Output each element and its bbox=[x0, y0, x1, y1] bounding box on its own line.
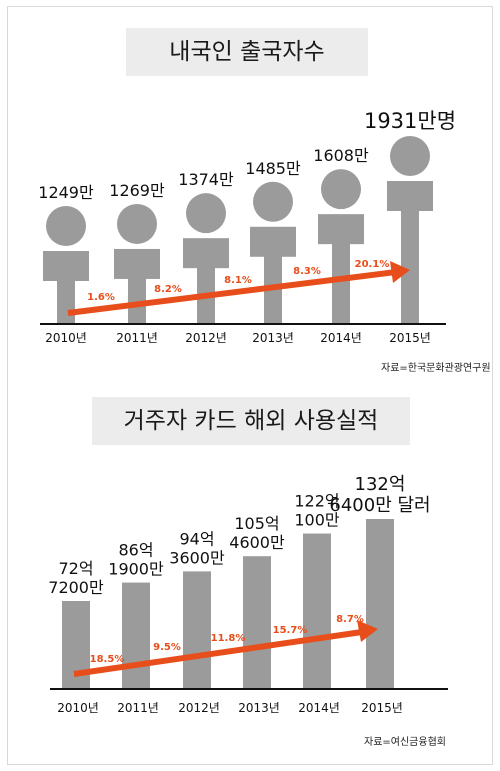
value-label: 86억 bbox=[118, 541, 153, 560]
bar bbox=[303, 533, 331, 689]
chart2-title: 거주자 카드 해외 사용실적 bbox=[92, 397, 410, 445]
value-label: 1374만 bbox=[178, 170, 234, 189]
x-tick-label: 2015년 bbox=[361, 701, 403, 715]
person-head bbox=[390, 136, 430, 176]
x-tick-label: 2012년 bbox=[185, 331, 227, 345]
growth-arrowhead bbox=[357, 620, 378, 642]
chart1-source: 자료=한국문화관광연구원 bbox=[381, 363, 491, 374]
growth-arrow-line bbox=[73, 629, 363, 677]
chart1-title: 내국인 출국자수 bbox=[126, 28, 368, 76]
growth-rate-label: 8.2% bbox=[154, 284, 182, 295]
growth-arrowhead bbox=[390, 261, 410, 283]
x-tick-label: 2015년 bbox=[389, 331, 431, 345]
x-tick-label: 2013년 bbox=[252, 331, 294, 345]
value-label: 72억 bbox=[58, 559, 93, 578]
person-torso bbox=[387, 181, 433, 211]
value-label: 1269만 bbox=[109, 181, 165, 200]
value-label: 94억 bbox=[179, 529, 214, 548]
value-label: 1608만 bbox=[313, 146, 369, 165]
value-label: 105억 bbox=[234, 514, 279, 533]
x-tick-label: 2014년 bbox=[298, 701, 340, 715]
growth-rate-label: 8.7% bbox=[336, 614, 364, 625]
x-tick-label: 2014년 bbox=[320, 331, 362, 345]
person-torso bbox=[183, 238, 229, 269]
person-legs bbox=[332, 243, 350, 324]
growth-rate-label: 1.6% bbox=[87, 292, 115, 303]
growth-arrow-line bbox=[67, 269, 397, 316]
x-tick-label: 2013년 bbox=[238, 701, 280, 715]
value-label: 1485만 bbox=[245, 159, 301, 178]
value-label: 1931만명 bbox=[364, 109, 456, 133]
x-tick-label: 2012년 bbox=[178, 701, 220, 715]
person-torso bbox=[250, 226, 296, 257]
growth-rate-label: 20.1% bbox=[355, 259, 390, 270]
bar bbox=[122, 582, 150, 689]
bar bbox=[366, 519, 394, 689]
person-torso bbox=[318, 214, 364, 245]
growth-rate-label: 8.3% bbox=[293, 266, 321, 277]
x-tick-label: 2011년 bbox=[117, 701, 159, 715]
value-label: 132억 bbox=[355, 474, 406, 495]
value-label: 1900만 bbox=[108, 560, 164, 579]
bar bbox=[243, 556, 271, 689]
growth-rate-label: 18.5% bbox=[90, 654, 125, 665]
person-head bbox=[46, 206, 86, 246]
x-tick-label: 2010년 bbox=[57, 701, 99, 715]
person-head bbox=[321, 169, 361, 210]
value-label: 4600만 bbox=[229, 533, 285, 552]
value-label: 6400만 달러 bbox=[329, 495, 430, 516]
person-legs bbox=[401, 210, 419, 324]
value-label: 1249만 bbox=[38, 183, 94, 202]
person-head bbox=[253, 181, 293, 222]
bar bbox=[183, 571, 211, 689]
value-label: 3600만 bbox=[169, 548, 225, 567]
growth-rate-label: 9.5% bbox=[153, 642, 181, 653]
person-head bbox=[186, 193, 226, 234]
x-tick-label: 2011년 bbox=[116, 331, 158, 345]
x-tick-label: 2010년 bbox=[45, 331, 87, 345]
person-torso bbox=[43, 251, 89, 281]
value-label: 122억 bbox=[294, 492, 339, 511]
person-torso bbox=[114, 248, 160, 279]
growth-rate-label: 8.1% bbox=[224, 275, 252, 286]
chart2-source: 자료=여신금융협회 bbox=[364, 737, 446, 748]
person-head bbox=[117, 203, 157, 244]
value-label: 100만 bbox=[294, 511, 340, 530]
growth-rate-label: 11.8% bbox=[211, 633, 246, 644]
value-label: 7200만 bbox=[48, 578, 104, 597]
growth-rate-label: 15.7% bbox=[273, 625, 308, 636]
person-legs bbox=[128, 277, 146, 324]
